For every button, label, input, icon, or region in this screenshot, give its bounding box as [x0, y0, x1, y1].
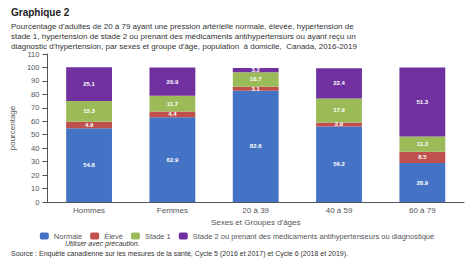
- svg-text:10.7: 10.7: [250, 76, 262, 82]
- svg-text:Femmes: Femmes: [157, 206, 188, 215]
- svg-text:20 à 39: 20 à 39: [242, 206, 269, 215]
- svg-text:50: 50: [31, 130, 39, 139]
- svg-text:Source : Enquête canadienne su: Source : Enquête canadienne sur les mesu…: [11, 250, 348, 258]
- svg-text:70: 70: [31, 103, 39, 112]
- svg-text:20: 20: [31, 171, 39, 180]
- svg-text:pourcentage: pourcentage: [8, 105, 17, 150]
- svg-text:90: 90: [31, 76, 39, 85]
- svg-text:2.9: 2.9: [335, 121, 344, 127]
- svg-text:20.9: 20.9: [167, 79, 179, 85]
- svg-text:10: 10: [31, 184, 39, 193]
- svg-text:4.4: 4.4: [168, 111, 177, 117]
- svg-text:Pourcentage d'adultes de 20 à: Pourcentage d'adultes de 20 à 79 ayant u…: [11, 22, 354, 31]
- svg-text:Normale: Normale: [53, 231, 83, 241]
- svg-text:22.4: 22.4: [333, 80, 345, 86]
- svg-text:40: 40: [31, 144, 39, 153]
- svg-text:3.1: 3.1: [252, 86, 261, 92]
- svg-text:8.5: 8.5: [418, 154, 427, 160]
- svg-text:11.7: 11.7: [167, 101, 179, 107]
- svg-text:Stade 2 ou prenant des médicam: Stade 2 ou prenant des médicaments antih…: [193, 232, 434, 241]
- svg-text:110: 110: [27, 50, 39, 59]
- svg-text:54.8: 54.8: [83, 162, 95, 168]
- svg-text:Utiliser avec précaution.: Utiliser avec précaution.: [65, 240, 140, 248]
- svg-text:Sexes et Groupes d'âges: Sexes et Groupes d'âges: [211, 218, 301, 227]
- svg-text:Stade 1: Stade 1: [145, 232, 171, 241]
- svg-text:17.9: 17.9: [333, 107, 345, 113]
- svg-text:60: 60: [31, 117, 39, 126]
- svg-text:40 à 59: 40 à 59: [326, 206, 353, 215]
- svg-text:82.6: 82.6: [250, 143, 262, 149]
- svg-text:80: 80: [31, 90, 39, 99]
- svg-text:Hommes: Hommes: [73, 206, 105, 215]
- svg-text:28.9: 28.9: [416, 180, 428, 186]
- svg-text:stade 1, hypertension de stade: stade 1, hypertension de stade 2 ou pren…: [11, 32, 356, 41]
- svg-text:60 à 79: 60 à 79: [409, 206, 436, 215]
- svg-text:diagnostic d'hypertension, par: diagnostic d'hypertension, par sexes et …: [11, 42, 358, 51]
- svg-text:0: 0: [35, 198, 39, 207]
- svg-text:3.2: 3.2: [252, 67, 261, 73]
- svg-text:30: 30: [31, 157, 39, 166]
- svg-text:11.3: 11.3: [417, 141, 429, 147]
- svg-text:Élevé: Élevé: [104, 231, 123, 241]
- svg-text:15.3: 15.3: [83, 108, 95, 114]
- svg-text:51.3: 51.3: [416, 99, 428, 105]
- svg-text:100: 100: [27, 63, 40, 72]
- svg-text:56.2: 56.2: [333, 161, 345, 167]
- svg-text:Graphique 2: Graphique 2: [11, 7, 70, 18]
- svg-text:62.9: 62.9: [167, 157, 179, 163]
- svg-text:25.1: 25.1: [83, 81, 95, 87]
- svg-text:4.9: 4.9: [85, 122, 94, 128]
